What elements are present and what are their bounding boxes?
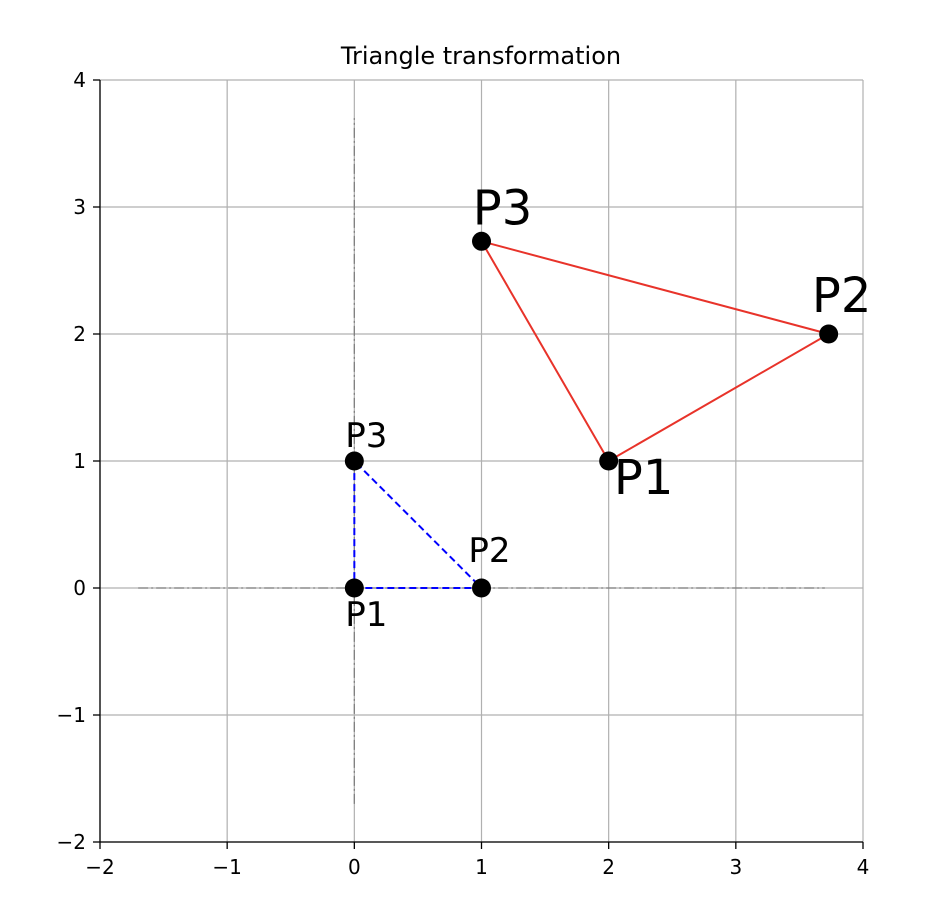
y-tick-label: 2 — [73, 322, 86, 346]
point-label: P3 — [473, 180, 532, 236]
triangle-1 — [353, 458, 484, 589]
y-tick-label: 4 — [73, 68, 86, 92]
chart-title: Triangle transformation — [340, 42, 621, 70]
x-tick-label: 0 — [348, 855, 361, 879]
y-tick-label: 0 — [73, 576, 86, 600]
point-label: P1 — [345, 595, 387, 635]
y-tick-label: 1 — [73, 449, 86, 473]
y-tick-label: −2 — [57, 830, 86, 854]
point-marker — [344, 451, 364, 471]
x-tick-label: 1 — [475, 855, 488, 879]
point-label: P3 — [345, 416, 387, 456]
point-marker — [599, 451, 619, 471]
ticks: −2 −1 0 1 2 3 4 −2 −1 0 1 2 3 4 — [57, 68, 870, 879]
point-marker — [819, 324, 839, 344]
series-layer: P1 P2 P3 P1 P2 P3 — [344, 180, 871, 635]
y-tick-label: −1 — [57, 703, 86, 727]
point-marker — [344, 578, 364, 598]
point-marker — [472, 578, 491, 598]
point-label: P2 — [468, 531, 510, 571]
point-label: P2 — [812, 268, 871, 324]
triangle-2 — [479, 239, 832, 463]
point-marker — [472, 231, 491, 251]
x-tick-label: −2 — [85, 855, 114, 879]
x-tick-label: 2 — [602, 855, 615, 879]
x-tick-label: 4 — [857, 855, 870, 879]
point-label: P1 — [614, 450, 673, 506]
y-tick-label: 3 — [73, 195, 86, 219]
x-tick-label: 3 — [729, 855, 742, 879]
x-tick-label: −1 — [212, 855, 241, 879]
